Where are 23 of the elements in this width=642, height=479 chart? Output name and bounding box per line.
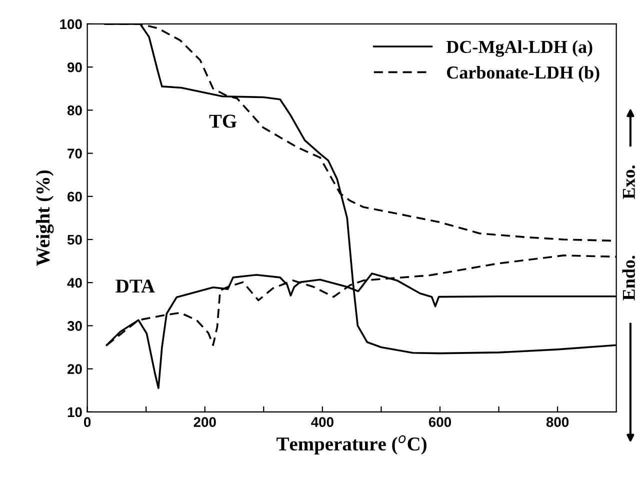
y-tick-label: 60 [68,192,82,202]
x-tick-label: 600 [428,417,451,428]
annotation: DTA [116,280,155,292]
legend-label: Carbonate-LDH (b) [446,66,600,82]
y-tick-label: 80 [67,106,82,116]
y-tick-label: 90 [67,62,82,72]
x-axis-title: Temperature ($^{o}$C) [276,435,426,455]
y-tick-label: 70 [68,148,82,158]
x-tick-label: 400 [311,417,334,428]
y-tick-label: 100 [60,19,82,30]
y-axis-title: Weight (%) [36,170,54,266]
y-tick-label: 50 [67,234,82,245]
x-tick-label: 200 [194,417,216,428]
y-tick-label: 40 [67,278,82,288]
text: Endo. [622,256,636,300]
x-tick-label: 0 [84,417,91,428]
legend-label: DC-MgAl-LDH (a) [446,40,592,57]
y-tick-label: 30 [67,321,82,331]
text: Exo. [622,166,636,200]
annotation: TG [209,114,237,128]
y-tick-label: 10 [68,407,82,418]
x-tick-label: 800 [546,417,569,428]
y-tick-label: 20 [67,364,82,374]
